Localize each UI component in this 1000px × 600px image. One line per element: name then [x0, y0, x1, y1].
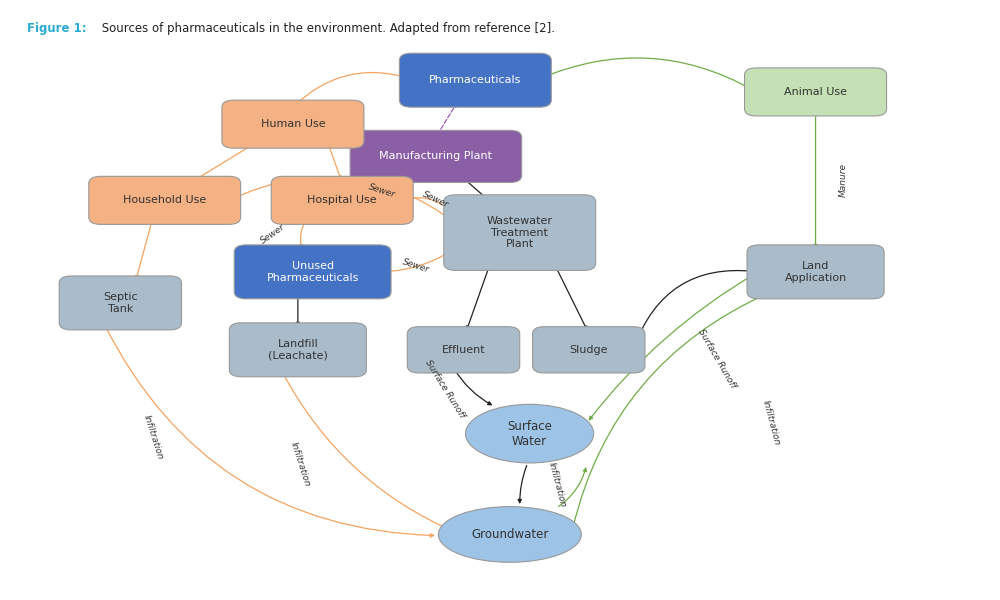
Text: Sewer: Sewer: [402, 257, 431, 275]
Text: Land
Application: Land Application: [784, 261, 847, 283]
Text: Infiltration: Infiltration: [289, 440, 312, 488]
Text: Figure 1:: Figure 1:: [27, 22, 86, 35]
Text: Surface
Water: Surface Water: [507, 419, 552, 448]
FancyBboxPatch shape: [350, 130, 522, 182]
FancyBboxPatch shape: [444, 195, 596, 271]
Text: Manure: Manure: [839, 163, 848, 197]
Ellipse shape: [465, 404, 594, 463]
FancyBboxPatch shape: [89, 176, 241, 224]
Text: Manufacturing Plant: Manufacturing Plant: [379, 151, 492, 161]
FancyBboxPatch shape: [747, 245, 884, 299]
Text: Hospital Use: Hospital Use: [307, 196, 377, 205]
Text: Sewer: Sewer: [259, 223, 287, 246]
Text: Surface Runoff: Surface Runoff: [423, 358, 466, 420]
Text: Groundwater: Groundwater: [471, 528, 549, 541]
FancyBboxPatch shape: [229, 323, 366, 377]
Ellipse shape: [438, 506, 581, 562]
Text: Septic
Tank: Septic Tank: [103, 292, 138, 314]
FancyBboxPatch shape: [407, 326, 520, 373]
FancyBboxPatch shape: [745, 68, 887, 116]
FancyBboxPatch shape: [271, 176, 413, 224]
Text: Sewer: Sewer: [367, 182, 396, 200]
Text: Wastewater
Treatment
Plant: Wastewater Treatment Plant: [487, 216, 553, 249]
FancyBboxPatch shape: [399, 53, 551, 107]
Text: Surface Runoff: Surface Runoff: [696, 328, 738, 390]
Text: Human Use: Human Use: [261, 119, 325, 129]
Text: Landfill
(Leachate): Landfill (Leachate): [268, 339, 328, 361]
FancyBboxPatch shape: [222, 100, 364, 148]
Text: Sludge: Sludge: [570, 345, 608, 355]
FancyBboxPatch shape: [234, 245, 391, 299]
Text: Infiltration: Infiltration: [761, 400, 782, 447]
FancyBboxPatch shape: [533, 326, 645, 373]
Text: Unused
Pharmaceuticals: Unused Pharmaceuticals: [266, 261, 359, 283]
Text: Infiltration: Infiltration: [547, 461, 568, 508]
Text: Pharmaceuticals: Pharmaceuticals: [429, 75, 522, 85]
Text: Infiltration: Infiltration: [141, 414, 164, 461]
Text: Effluent: Effluent: [442, 345, 485, 355]
FancyBboxPatch shape: [59, 276, 181, 330]
Text: Animal Use: Animal Use: [784, 87, 847, 97]
Text: Sewer: Sewer: [421, 189, 450, 209]
Text: Household Use: Household Use: [123, 196, 206, 205]
Text: Sources of pharmaceuticals in the environment. Adapted from reference [2].: Sources of pharmaceuticals in the enviro…: [98, 22, 555, 35]
